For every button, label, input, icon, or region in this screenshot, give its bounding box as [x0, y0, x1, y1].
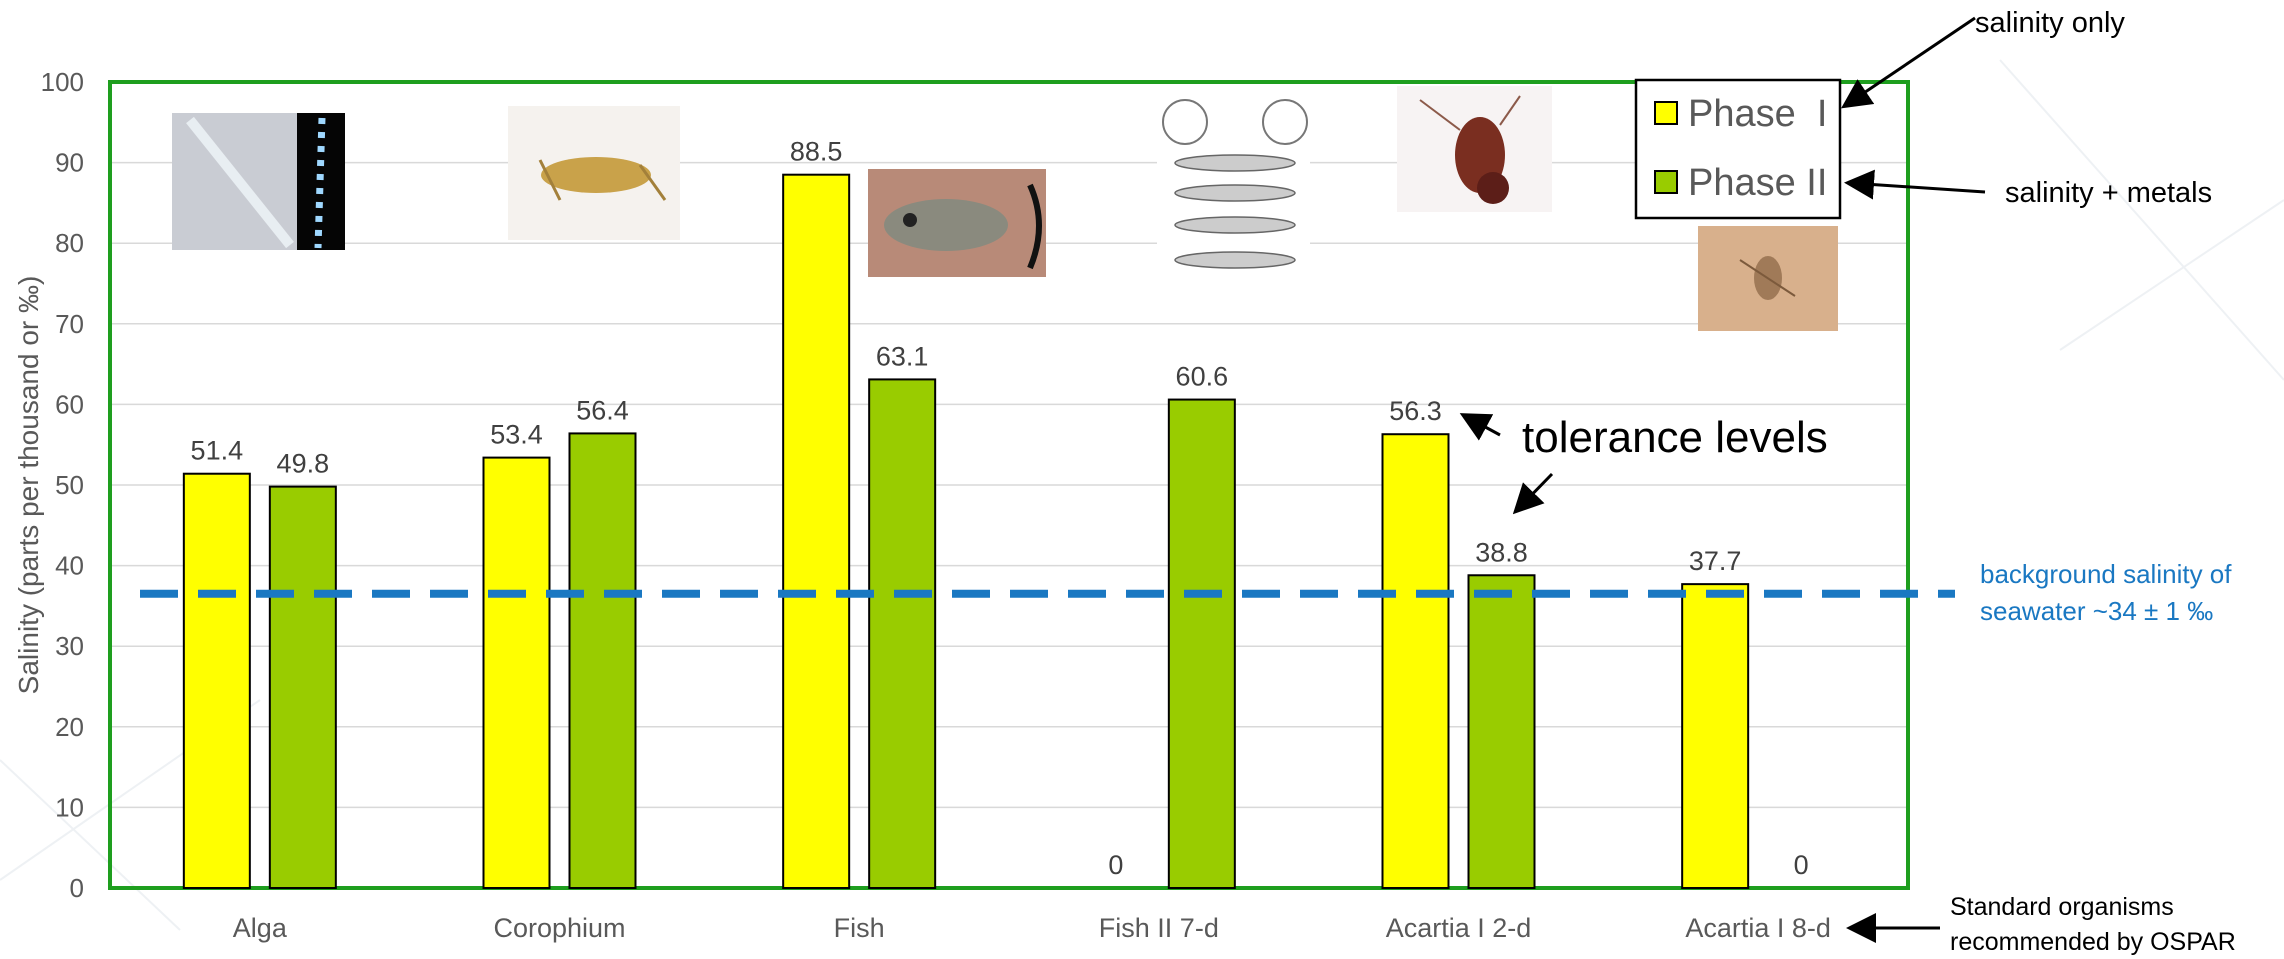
bar [1381, 433, 1450, 889]
category-label: Alga [233, 913, 288, 943]
corophium-image [508, 106, 680, 240]
y-tick-label: 80 [55, 228, 84, 258]
y-tick-label: 90 [55, 148, 84, 178]
y-tick-label: 70 [55, 309, 84, 339]
ospar-note-line-2: recommended by OSPAR [1950, 928, 2236, 956]
ospar-note-line-1: Standard organisms [1950, 893, 2174, 921]
legend-swatch-phase-1 [1654, 101, 1678, 125]
nauplius-image [1698, 226, 1838, 331]
y-tick-label: 10 [55, 792, 84, 822]
legend: Phase I Phase II [1634, 78, 1842, 220]
background-salinity-label-line-1: background salinity of [1980, 559, 2232, 589]
bars [182, 173, 1750, 889]
salinity-only-arrow [1841, 16, 1976, 109]
data-label: 88.5 [790, 137, 843, 167]
tolerance-arrow-2 [1512, 472, 1554, 515]
fish-image [868, 169, 1046, 277]
y-axis-ticks: 0 10 20 30 40 50 60 70 80 90 100 [41, 67, 84, 903]
y-tick-label: 50 [55, 470, 84, 500]
legend-swatch-phase-2 [1654, 170, 1678, 194]
gridlines [110, 161, 1908, 809]
bar [782, 173, 851, 889]
salinity-metals-arrow [1844, 169, 1986, 200]
y-tick-label: 30 [55, 631, 84, 661]
bar [568, 432, 637, 889]
bar [182, 472, 251, 889]
y-tick-label: 100 [41, 67, 84, 97]
bar [1167, 398, 1236, 889]
organism-images [172, 86, 1838, 331]
y-tick-label: 0 [70, 873, 84, 903]
bar [268, 485, 337, 889]
salinity-metals-note: salinity + metals [2005, 177, 2212, 209]
y-tick-label: 60 [55, 389, 84, 419]
bar [482, 456, 551, 889]
x-axis-categories: Alga Corophium Fish Fish II 7-d Acartia I 2-… [233, 913, 1831, 943]
data-label: 37.7 [1689, 546, 1742, 576]
annotations: salinity only salinity + metals toleranc… [1459, 7, 2236, 956]
data-label: 60.6 [1176, 362, 1229, 392]
plot-area-border [108, 80, 1910, 890]
background-salinity-label-line-2: seawater ~34 ± 1 ‰ [1980, 596, 2213, 626]
data-label: 56.4 [576, 395, 629, 425]
bar [1681, 583, 1750, 889]
data-label: 0 [1794, 850, 1809, 880]
tolerance-arrow-1 [1459, 413, 1501, 441]
data-label: 49.8 [277, 449, 330, 479]
data-label: 38.8 [1475, 537, 1528, 567]
y-tick-label: 40 [55, 551, 84, 581]
acartia-image [1397, 86, 1552, 212]
data-label: 53.4 [490, 420, 543, 450]
legend-label-phase-1: Phase I [1688, 93, 1827, 135]
fish-larvae-image [1157, 96, 1310, 280]
category-label: Acartia I 2-d [1386, 913, 1532, 943]
y-axis-title: Salinity (parts per thousand or ‰) [13, 276, 44, 695]
bar [868, 378, 937, 889]
data-label: 51.4 [191, 436, 244, 466]
data-label: 56.3 [1389, 396, 1442, 426]
data-label: 0 [1108, 850, 1123, 880]
alga-image [172, 113, 345, 250]
data-labels: 51.4 49.8 53.4 56.4 88.5 63.1 0 60.6 56.3 38.8 37.… [191, 137, 1809, 880]
salinity-only-note: salinity only [1975, 7, 2125, 39]
y-tick-label: 20 [55, 712, 84, 742]
category-label: Fish II 7-d [1099, 913, 1219, 943]
legend-label-phase-2: Phase II [1688, 162, 1827, 204]
category-label: Corophium [493, 913, 625, 943]
tolerance-levels-note: tolerance levels [1522, 413, 1828, 462]
category-label: Fish [834, 913, 885, 943]
bar [1467, 574, 1536, 889]
data-label: 63.1 [876, 341, 929, 371]
category-label: Acartia I 8-d [1685, 913, 1831, 943]
